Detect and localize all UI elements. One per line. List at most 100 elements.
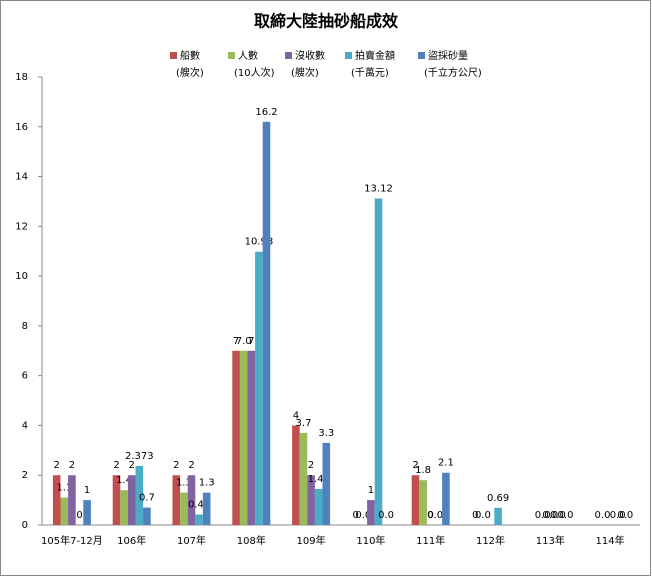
legend-label: 拍賣金額 bbox=[355, 49, 395, 62]
legend-unit: (10人次) bbox=[234, 66, 275, 79]
bar bbox=[52, 475, 61, 525]
x-tick-label: 109年 bbox=[297, 534, 326, 547]
value-label: 7 bbox=[248, 336, 254, 347]
y-tick-label: 16 bbox=[15, 122, 28, 133]
x-tick-label: 106年 bbox=[117, 534, 146, 547]
value-label: 2 bbox=[129, 460, 135, 471]
value-label: 0 bbox=[428, 510, 434, 521]
value-label: 1.1 bbox=[56, 483, 72, 494]
value-label: 0.42 bbox=[188, 500, 210, 511]
bar bbox=[127, 475, 136, 525]
value-label: 1.3 bbox=[176, 478, 192, 489]
value-label: 0.0 bbox=[617, 510, 633, 521]
legend-unit: (千立方公尺) bbox=[424, 66, 482, 79]
value-label: 0.0 bbox=[550, 510, 566, 521]
y-tick-label: 0 bbox=[22, 520, 28, 531]
bar bbox=[60, 497, 69, 525]
bar bbox=[322, 442, 331, 525]
bar bbox=[120, 490, 128, 525]
value-label: 4 bbox=[293, 410, 299, 421]
value-label: 0 bbox=[353, 510, 359, 521]
value-label: 2 bbox=[173, 460, 179, 471]
bar bbox=[112, 475, 121, 525]
y-tick-label: 18 bbox=[15, 72, 28, 83]
bar bbox=[292, 425, 300, 525]
bar bbox=[307, 475, 315, 525]
bar bbox=[195, 514, 203, 525]
value-label: 0.0 bbox=[475, 510, 491, 521]
y-tick-label: 12 bbox=[15, 221, 28, 232]
value-label: 0.0 bbox=[542, 510, 558, 521]
value-label: 1 bbox=[84, 485, 90, 496]
x-tick-label: 105年7-12月 bbox=[41, 534, 103, 547]
bar bbox=[239, 350, 248, 525]
value-label: 0.0 bbox=[535, 510, 551, 521]
y-tick-label: 14 bbox=[15, 172, 28, 183]
bar bbox=[262, 121, 271, 526]
value-label: 0 bbox=[76, 510, 82, 521]
legend-unit: (艘次) bbox=[176, 66, 204, 79]
legend-swatch bbox=[228, 52, 235, 59]
bar bbox=[202, 492, 211, 525]
bar bbox=[374, 198, 383, 526]
value-label: 2 bbox=[69, 460, 75, 471]
legend-swatch bbox=[285, 52, 292, 59]
bar bbox=[494, 507, 502, 525]
legend-swatch bbox=[418, 52, 425, 59]
y-tick-label: 10 bbox=[15, 271, 28, 282]
bar bbox=[68, 475, 76, 525]
value-label: 7 bbox=[233, 336, 239, 347]
value-label: 0.7 bbox=[139, 493, 155, 504]
chart-title: 取締大陸抽砂船成效 bbox=[254, 12, 398, 31]
value-label: 0 bbox=[472, 510, 478, 521]
bar bbox=[419, 480, 427, 525]
y-tick-label: 8 bbox=[22, 321, 28, 332]
bar bbox=[172, 475, 181, 525]
value-label: 1.3 bbox=[199, 478, 215, 489]
x-tick-label: 108年 bbox=[237, 534, 266, 547]
bar bbox=[247, 350, 256, 525]
legend-swatch bbox=[345, 52, 352, 59]
value-label: 0.0 bbox=[355, 510, 371, 521]
value-label: 2 bbox=[412, 460, 418, 471]
value-label: 2 bbox=[113, 460, 119, 471]
value-label: 0.69 bbox=[487, 493, 509, 504]
bar bbox=[255, 251, 263, 525]
y-tick-label: 4 bbox=[22, 420, 28, 431]
value-label: 2 bbox=[308, 460, 314, 471]
bar bbox=[232, 350, 240, 525]
value-label: 2.373 bbox=[125, 451, 154, 462]
x-tick-label: 111年 bbox=[416, 534, 445, 547]
value-label: 0.0 bbox=[378, 510, 394, 521]
x-tick-label: 112年 bbox=[476, 534, 505, 547]
value-label: 1.4 bbox=[116, 475, 132, 486]
bar bbox=[299, 432, 308, 525]
value-label: 16.2 bbox=[255, 107, 277, 118]
legend-label: 盜採砂量 bbox=[428, 49, 468, 62]
legend-label: 沒收數 bbox=[295, 49, 325, 62]
legend-unit: (千萬元) bbox=[351, 66, 389, 79]
value-label: 2 bbox=[54, 460, 60, 471]
value-label: 1 bbox=[368, 485, 374, 496]
value-label: 0.00 bbox=[427, 510, 449, 521]
value-label: 0.0 bbox=[610, 510, 626, 521]
bar bbox=[314, 488, 323, 525]
value-label: 7.0 bbox=[236, 336, 252, 347]
bar bbox=[187, 475, 196, 525]
legend-label: 船數 bbox=[180, 49, 200, 62]
legend-unit: (艘次) bbox=[291, 66, 319, 79]
value-label: 13.12 bbox=[364, 183, 393, 194]
value-label: 0.0 bbox=[595, 510, 611, 521]
value-label: 3.3 bbox=[318, 428, 334, 439]
value-label: 2 bbox=[188, 460, 194, 471]
value-label: 3.7 bbox=[296, 418, 312, 429]
legend-label: 人數 bbox=[238, 49, 258, 62]
bar bbox=[135, 465, 144, 525]
bar bbox=[180, 492, 188, 525]
y-tick-label: 2 bbox=[22, 470, 28, 481]
value-label: 2.1 bbox=[438, 458, 454, 469]
bar bbox=[143, 507, 151, 525]
bar bbox=[411, 475, 420, 525]
value-label: 1.8 bbox=[415, 465, 431, 476]
